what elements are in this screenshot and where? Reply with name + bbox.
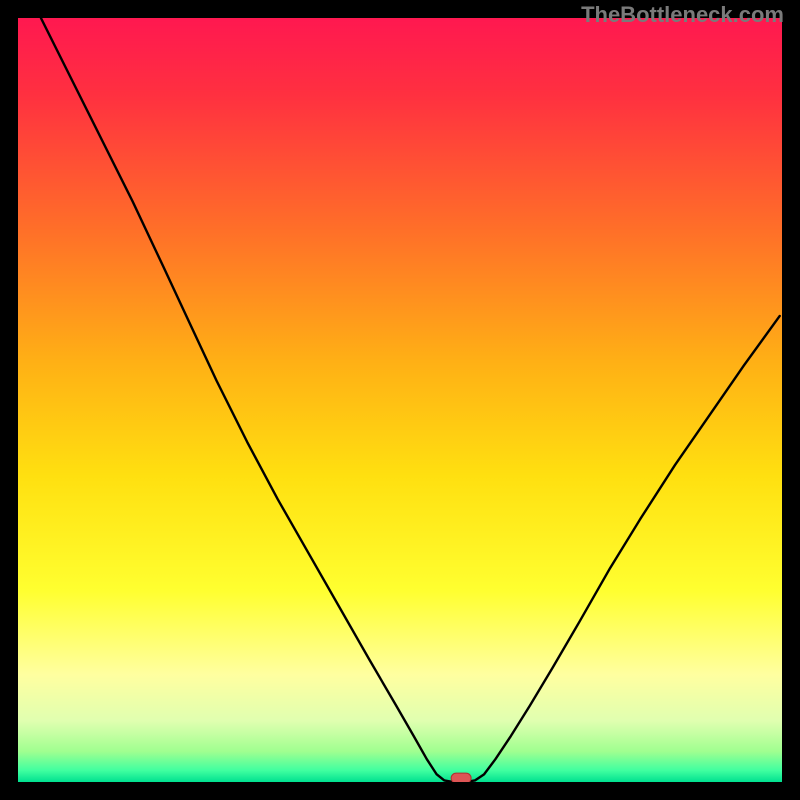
minimum-marker (451, 773, 471, 782)
attribution-text: TheBottleneck.com (581, 2, 784, 28)
gradient-background (18, 18, 782, 782)
plot-area (18, 18, 782, 782)
chart-container: TheBottleneck.com (0, 0, 800, 800)
